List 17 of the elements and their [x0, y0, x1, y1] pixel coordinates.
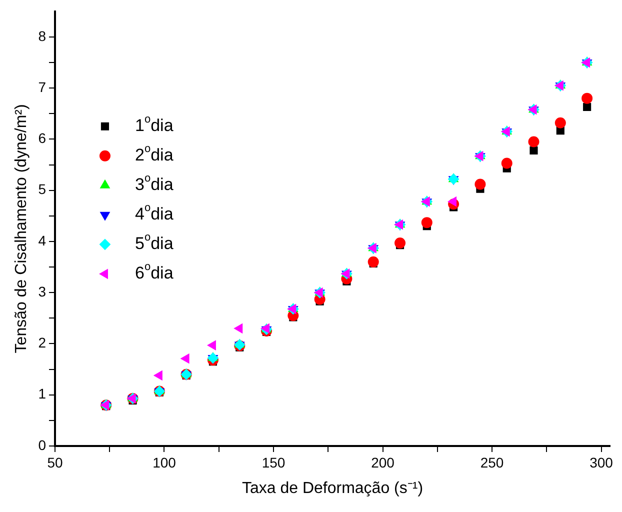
x-tick-label: 150 — [262, 454, 286, 470]
y-tick-label: 8 — [38, 28, 46, 44]
y-tick-label: 5 — [38, 181, 46, 198]
x-tick-label: 250 — [480, 454, 504, 470]
y-tick-label: 3 — [38, 283, 46, 300]
x-tick-label: 200 — [371, 454, 395, 470]
x-axis-title: Taxa de Deformação (s⁻¹) — [242, 480, 424, 497]
y-tick-label: 1 — [38, 386, 46, 402]
y-tick-label: 7 — [38, 78, 46, 95]
y-axis-title: Tensão de Cisalhamento (dyne/m²) — [13, 104, 30, 354]
y-tick-label: 0 — [38, 436, 46, 453]
y-tick-label: 2 — [38, 334, 46, 351]
x-tick-label: 100 — [152, 454, 176, 470]
y-tick-label: 6 — [38, 130, 46, 146]
y-tick-label: 4 — [38, 232, 46, 248]
x-tick-label: 300 — [590, 454, 614, 470]
x-tick-label: 50 — [47, 454, 63, 470]
